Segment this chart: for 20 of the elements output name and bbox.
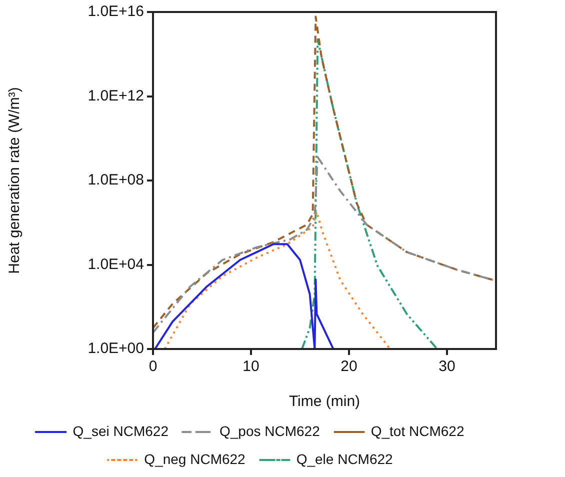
legend-label: Q_neg NCM622 bbox=[144, 450, 246, 467]
line-series bbox=[153, 16, 494, 329]
legend-label: Q_ele NCM622 bbox=[296, 450, 394, 467]
legend-label: Q_pos NCM622 bbox=[219, 422, 320, 439]
y-tick-label: 1.0E+12 bbox=[88, 87, 144, 104]
y-tick-label: 1.0E+04 bbox=[88, 256, 144, 273]
line-series bbox=[300, 38, 438, 349]
y-tick-label: 1.0E+00 bbox=[88, 340, 144, 358]
x-axis-title: Time (min) bbox=[288, 393, 360, 410]
y-axis-title: Heat generation rate (W/m³) bbox=[6, 87, 24, 274]
legend-label: Q_sei NCM622 bbox=[72, 422, 169, 439]
x-tick-label: 0 bbox=[148, 358, 158, 376]
legend-label: Q_tot NCM622 bbox=[370, 422, 464, 439]
y-tick-label: 1.0E+16 bbox=[88, 3, 144, 20]
y-tick-label: 1.0E+08 bbox=[88, 172, 144, 189]
x-tick-label: 30 bbox=[438, 358, 456, 376]
x-tick-label: 10 bbox=[242, 358, 260, 376]
line-series bbox=[153, 156, 494, 334]
x-tick-label: 20 bbox=[340, 358, 358, 376]
line-series bbox=[164, 210, 392, 349]
